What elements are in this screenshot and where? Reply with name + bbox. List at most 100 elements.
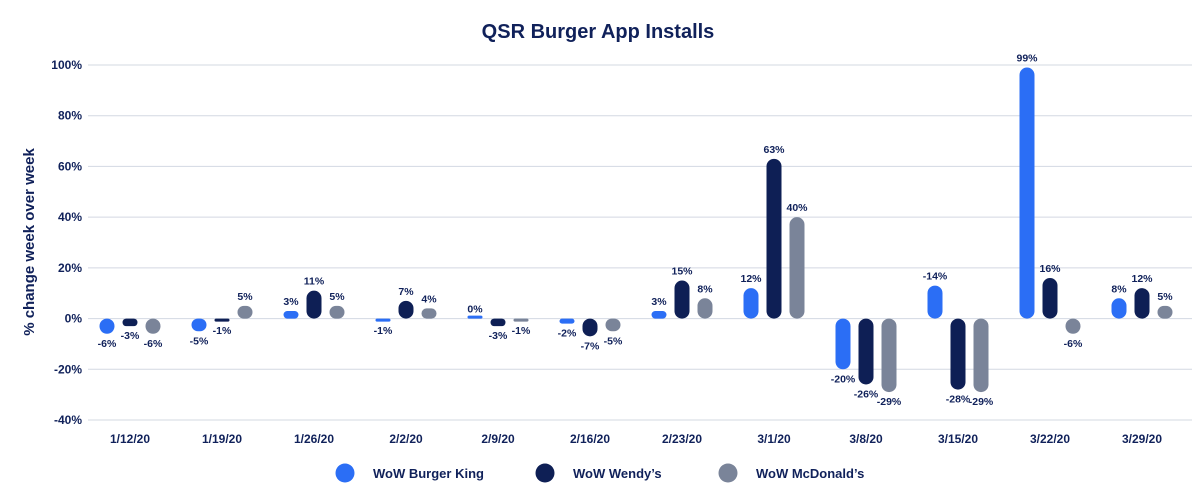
y-tick-label: 100% bbox=[51, 58, 82, 72]
y-tick-label: 60% bbox=[58, 159, 82, 173]
data-label: 16% bbox=[1039, 263, 1061, 275]
bar bbox=[1157, 305, 1173, 319]
data-label: 7% bbox=[398, 286, 414, 298]
bar bbox=[191, 318, 207, 332]
legend-marker bbox=[335, 463, 355, 483]
y-tick-label: -20% bbox=[54, 362, 82, 376]
y-tick-label: 0% bbox=[65, 312, 83, 326]
data-label: -7% bbox=[581, 340, 600, 352]
data-label: -14% bbox=[923, 271, 948, 283]
data-label: 15% bbox=[671, 266, 693, 278]
bar bbox=[145, 318, 161, 334]
bar bbox=[490, 318, 506, 327]
x-tick-label: 1/19/20 bbox=[202, 432, 242, 446]
bar bbox=[927, 285, 943, 319]
data-label: 5% bbox=[237, 291, 253, 303]
data-label: 5% bbox=[1157, 291, 1173, 303]
data-label: 5% bbox=[329, 291, 345, 303]
x-tick-label: 3/15/20 bbox=[938, 432, 978, 446]
legend-label: WoW Wendy’s bbox=[573, 466, 662, 481]
y-tick-label: -40% bbox=[54, 413, 82, 427]
data-label: -5% bbox=[604, 335, 623, 347]
x-tick-label: 2/23/20 bbox=[662, 432, 702, 446]
data-label: 99% bbox=[1016, 53, 1038, 65]
x-tick-label: 3/22/20 bbox=[1030, 432, 1070, 446]
bar bbox=[858, 318, 874, 385]
bar bbox=[881, 318, 897, 393]
bar bbox=[1042, 278, 1058, 319]
data-label: -28% bbox=[946, 394, 971, 406]
bar bbox=[1134, 288, 1150, 319]
bar bbox=[766, 158, 782, 319]
data-label: 8% bbox=[1111, 283, 1127, 295]
data-label: -29% bbox=[877, 396, 902, 408]
legend-label: WoW McDonald’s bbox=[756, 466, 864, 481]
data-label: 12% bbox=[740, 273, 762, 285]
bar bbox=[375, 318, 391, 322]
bar bbox=[237, 305, 253, 319]
bar bbox=[513, 318, 529, 322]
x-tick-label: 3/29/20 bbox=[1122, 432, 1162, 446]
bar bbox=[789, 217, 805, 319]
x-tick-label: 3/8/20 bbox=[849, 432, 883, 446]
bar bbox=[283, 310, 299, 319]
data-label: -2% bbox=[558, 328, 577, 340]
data-label: -1% bbox=[512, 325, 531, 337]
y-tick-label: 80% bbox=[58, 109, 82, 123]
data-label: 8% bbox=[697, 283, 713, 295]
bar bbox=[467, 315, 483, 319]
x-axis-ticks: 1/12/20 1/19/20 1/26/20 2/2/20 2/9/20 2/16/20… bbox=[110, 432, 1162, 446]
bar bbox=[950, 318, 966, 390]
chart-title: QSR Burger App Installs bbox=[482, 21, 715, 43]
bar bbox=[582, 318, 598, 337]
bar bbox=[306, 290, 322, 319]
data-label: -5% bbox=[190, 335, 209, 347]
bar bbox=[398, 300, 414, 319]
x-tick-label: 2/16/20 bbox=[570, 432, 610, 446]
y-tick-label: 20% bbox=[58, 261, 82, 275]
data-label: 63% bbox=[763, 144, 785, 156]
bar bbox=[329, 305, 345, 319]
bar bbox=[651, 310, 667, 319]
gridlines bbox=[88, 64, 1192, 421]
legend-label: WoW Burger King bbox=[373, 466, 484, 481]
data-label: -6% bbox=[144, 338, 163, 350]
bar bbox=[835, 318, 851, 370]
data-label: 12% bbox=[1131, 273, 1153, 285]
data-label: 3% bbox=[283, 296, 299, 308]
bar bbox=[214, 318, 230, 322]
data-label: -6% bbox=[98, 338, 117, 350]
bar bbox=[122, 318, 138, 327]
y-axis-ticks: -40% -20% 0% 20% 40% 60% 80% 100% bbox=[51, 58, 82, 427]
y-axis-label: % change week over week bbox=[21, 148, 38, 336]
data-label: -1% bbox=[213, 325, 232, 337]
bar bbox=[99, 318, 115, 334]
x-tick-label: 2/9/20 bbox=[481, 432, 515, 446]
x-tick-label: 3/1/20 bbox=[757, 432, 791, 446]
data-label: -3% bbox=[121, 330, 140, 342]
bar bbox=[1065, 318, 1081, 334]
data-label: 0% bbox=[467, 304, 483, 316]
legend: WoW Burger King WoW Wendy’s WoW McDonald’s bbox=[335, 463, 864, 483]
bar bbox=[605, 318, 621, 332]
data-label: 11% bbox=[304, 276, 325, 288]
bar bbox=[674, 280, 690, 319]
legend-marker bbox=[535, 463, 555, 483]
bar bbox=[697, 298, 713, 319]
bar bbox=[1019, 67, 1035, 319]
x-tick-label: 2/2/20 bbox=[389, 432, 423, 446]
bar bbox=[743, 288, 759, 319]
x-tick-label: 1/26/20 bbox=[294, 432, 334, 446]
x-tick-label: 1/12/20 bbox=[110, 432, 150, 446]
data-label: 3% bbox=[651, 296, 667, 308]
data-labels: -6%-3%-6% -5%-1%5% 3%11%5%-1%7%4%0%-3% -1% -… bbox=[98, 53, 1174, 409]
data-label: -26% bbox=[854, 389, 879, 401]
legend-marker bbox=[718, 463, 738, 483]
data-label: 4% bbox=[421, 293, 437, 305]
data-label: -1% bbox=[374, 325, 393, 337]
bar bbox=[559, 318, 575, 324]
y-tick-label: 40% bbox=[58, 210, 82, 224]
bar bbox=[421, 308, 437, 319]
